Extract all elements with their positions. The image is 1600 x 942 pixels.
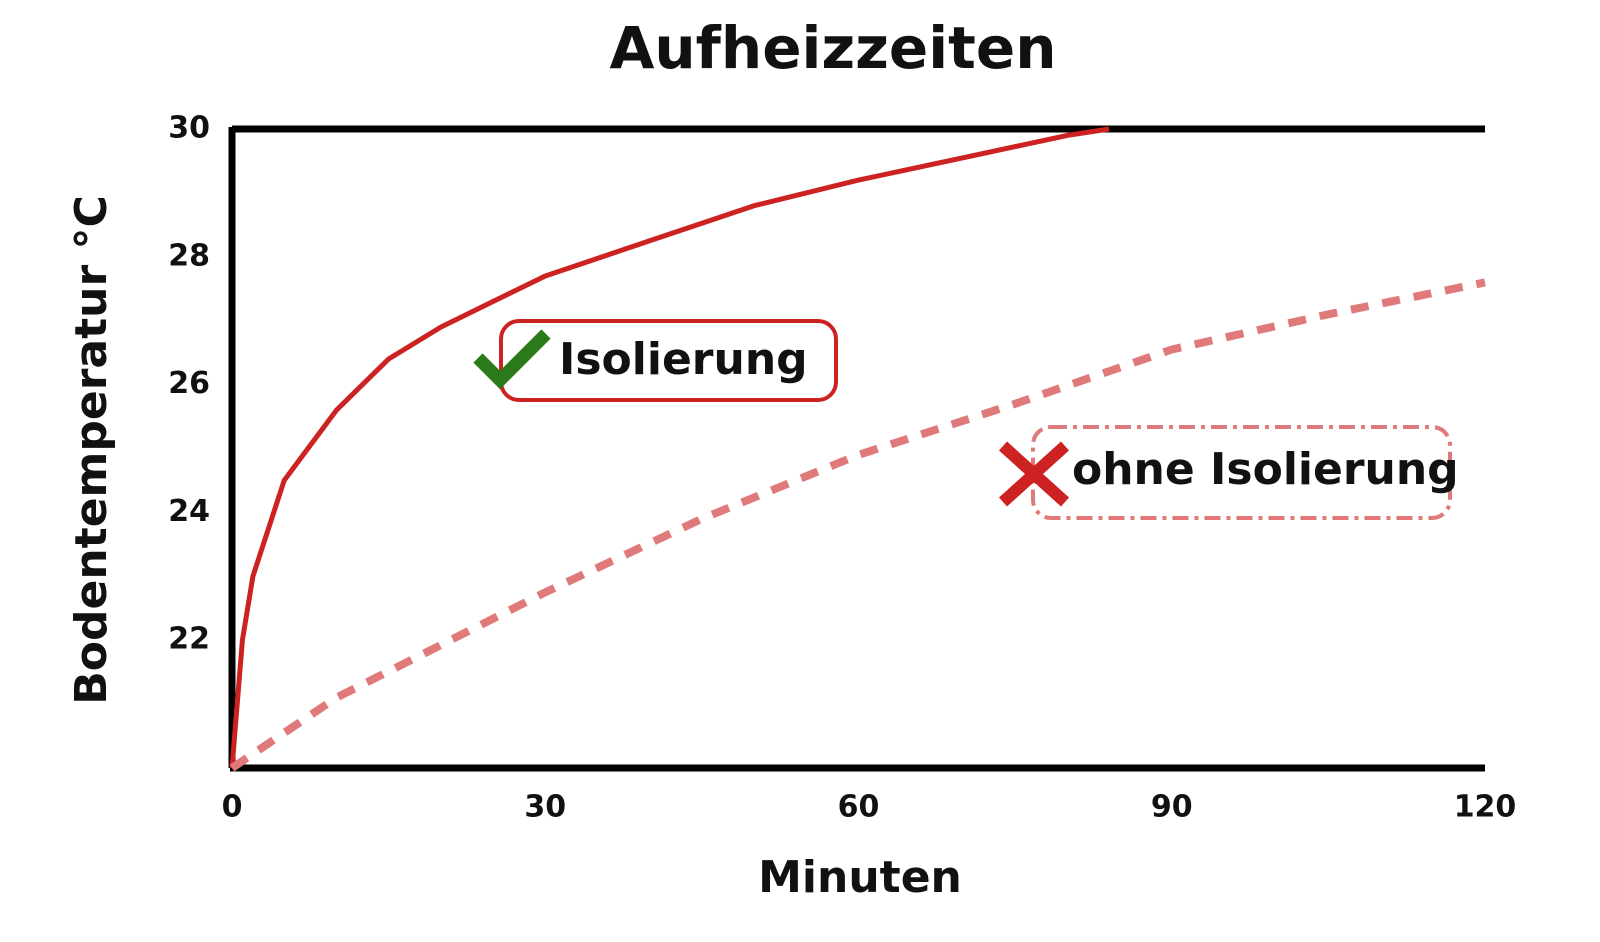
label-box [499,319,838,402]
y-tick-label: 28 [168,238,210,273]
line [229,126,1110,769]
y-tick-label: 22 [168,622,210,657]
y-tick-label: 24 [168,494,210,529]
y-axis-label: Bodentemperatur °C [66,195,117,705]
x-tick-label: 120 [1454,790,1517,825]
x-tick-label: 0 [222,790,243,825]
series-label: Isolierung [559,334,808,385]
x-tick-label: 90 [1151,790,1193,825]
y-tick-label: 30 [168,111,210,146]
line [229,278,1486,772]
x-tick-label: 60 [838,790,880,825]
x-tick-label: 30 [524,790,566,825]
cross-icon [998,441,1070,507]
axis-frame [228,125,1485,772]
series-label: ohne Isolierung [1072,444,1459,495]
y-tick-label: 26 [168,366,210,401]
x-axis-label: Minuten [758,852,962,903]
check-icon [473,329,551,390]
chart-title: Aufheizzeiten [609,14,1056,82]
